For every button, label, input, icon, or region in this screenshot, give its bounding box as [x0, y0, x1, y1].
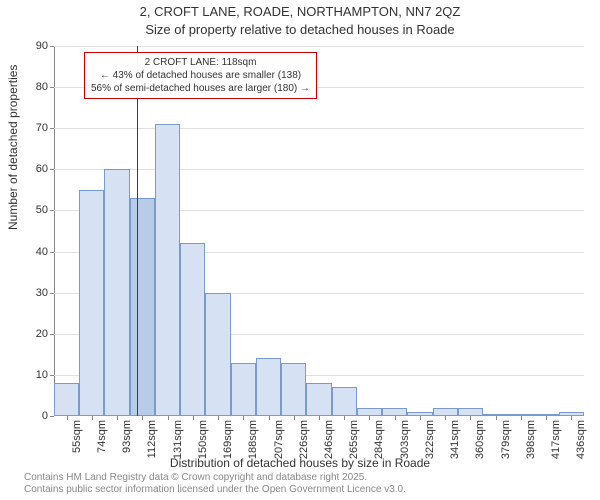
- property-marker-line: [137, 46, 138, 416]
- callout-line3: 56% of semi-detached houses are larger (…: [91, 82, 310, 95]
- y-tick-label: 90: [36, 40, 54, 52]
- x-tick-mark: [445, 416, 446, 420]
- x-tick-label: 398sqm: [525, 420, 537, 459]
- y-tick-label: 10: [36, 369, 54, 381]
- x-tick-mark: [67, 416, 68, 420]
- y-tick-label: 40: [36, 246, 54, 258]
- histogram-bar: [256, 358, 281, 416]
- histogram-bar: [433, 408, 458, 416]
- gridline: [54, 169, 584, 170]
- chart-title-main: 2, CROFT LANE, ROADE, NORTHAMPTON, NN7 2…: [0, 4, 600, 19]
- x-tick-label: 246sqm: [323, 420, 335, 459]
- histogram-bar: [483, 414, 508, 416]
- histogram-bar: [306, 383, 331, 416]
- x-tick-mark: [243, 416, 244, 420]
- y-tick-label: 20: [36, 328, 54, 340]
- citation-line2: Contains public sector information licen…: [24, 484, 406, 496]
- x-tick-label: 417sqm: [550, 420, 562, 459]
- histogram-bar: [534, 414, 559, 416]
- x-tick-mark: [193, 416, 194, 420]
- x-tick-label: 150sqm: [197, 420, 209, 459]
- x-tick-label: 322sqm: [424, 420, 436, 459]
- histogram-bar: [357, 408, 382, 416]
- x-tick-mark: [92, 416, 93, 420]
- callout-line1: 2 CROFT LANE: 118sqm: [91, 56, 310, 69]
- histogram-bar: [332, 387, 357, 416]
- gridline: [54, 46, 584, 47]
- x-tick-label: 169sqm: [222, 420, 234, 459]
- y-tick-label: 30: [36, 287, 54, 299]
- x-tick-label: 436sqm: [575, 420, 587, 459]
- callout-line2: ← 43% of detached houses are smaller (13…: [91, 69, 310, 82]
- histogram-bar: [407, 412, 432, 416]
- x-tick-mark: [571, 416, 572, 420]
- x-axis-label: Distribution of detached houses by size …: [0, 456, 600, 470]
- x-tick-mark: [546, 416, 547, 420]
- y-axis-label: Number of detached properties: [6, 65, 20, 230]
- x-tick-label: 360sqm: [474, 420, 486, 459]
- x-tick-mark: [470, 416, 471, 420]
- y-tick-label: 0: [42, 410, 54, 422]
- histogram-bar: [130, 198, 155, 416]
- x-tick-mark: [521, 416, 522, 420]
- x-tick-label: 131sqm: [172, 420, 184, 459]
- histogram-bar: [205, 293, 230, 416]
- property-callout: 2 CROFT LANE: 118sqm← 43% of detached ho…: [84, 52, 317, 99]
- x-tick-mark: [344, 416, 345, 420]
- x-tick-mark: [294, 416, 295, 420]
- x-tick-label: 112sqm: [146, 420, 158, 458]
- y-axis-line: [54, 46, 55, 416]
- y-tick-label: 60: [36, 163, 54, 175]
- x-tick-mark: [168, 416, 169, 420]
- y-tick-label: 50: [36, 204, 54, 216]
- histogram-bar: [231, 363, 256, 416]
- histogram-bar: [104, 169, 129, 416]
- histogram-bar: [155, 124, 180, 416]
- x-tick-label: 74sqm: [96, 420, 108, 453]
- x-tick-label: 226sqm: [298, 420, 310, 459]
- citation-text: Contains HM Land Registry data © Crown c…: [24, 472, 406, 496]
- x-tick-label: 93sqm: [121, 420, 133, 453]
- histogram-bar: [54, 383, 79, 416]
- gridline: [54, 128, 584, 129]
- x-tick-label: 207sqm: [273, 420, 285, 459]
- x-tick-mark: [142, 416, 143, 420]
- x-tick-mark: [218, 416, 219, 420]
- x-tick-label: 188sqm: [247, 420, 259, 459]
- histogram-bar: [79, 190, 104, 416]
- chart-title-sub: Size of property relative to detached ho…: [0, 22, 600, 37]
- citation-line1: Contains HM Land Registry data © Crown c…: [24, 472, 406, 484]
- x-tick-mark: [420, 416, 421, 420]
- chart-container: 2, CROFT LANE, ROADE, NORTHAMPTON, NN7 2…: [0, 0, 600, 500]
- histogram-bar: [382, 408, 407, 416]
- x-tick-mark: [395, 416, 396, 420]
- y-tick-label: 70: [36, 122, 54, 134]
- x-tick-label: 265sqm: [348, 420, 360, 459]
- x-tick-label: 341sqm: [449, 420, 461, 459]
- histogram-bar: [281, 363, 306, 416]
- plot-area: 010203040506070809055sqm74sqm93sqm112sqm…: [54, 46, 584, 416]
- y-tick-label: 80: [36, 81, 54, 93]
- x-tick-mark: [369, 416, 370, 420]
- x-tick-mark: [319, 416, 320, 420]
- histogram-bar: [180, 243, 205, 416]
- histogram-bar: [559, 412, 584, 416]
- x-tick-mark: [496, 416, 497, 420]
- x-tick-mark: [117, 416, 118, 420]
- x-tick-label: 303sqm: [399, 420, 411, 459]
- histogram-bar: [508, 414, 533, 416]
- x-tick-label: 55sqm: [71, 420, 83, 453]
- x-tick-mark: [269, 416, 270, 420]
- histogram-bar: [458, 408, 483, 416]
- x-tick-label: 284sqm: [373, 420, 385, 459]
- x-tick-label: 379sqm: [500, 420, 512, 459]
